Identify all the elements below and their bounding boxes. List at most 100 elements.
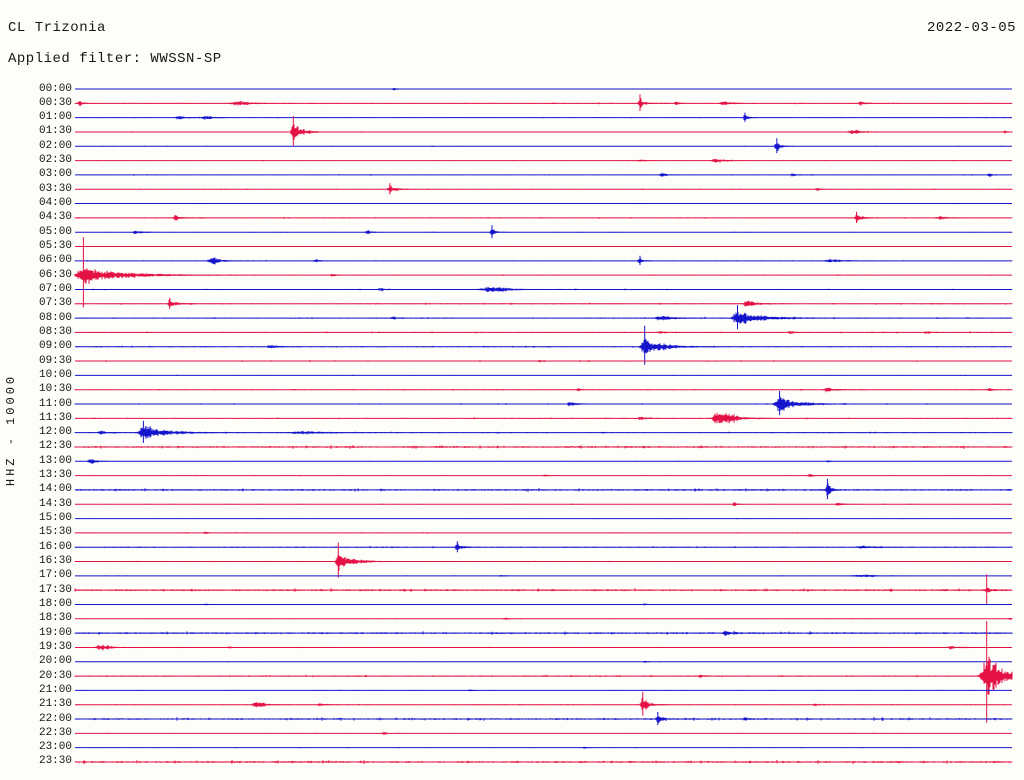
seismogram-trace (74, 621, 1013, 723)
seismogram-trace (92, 518, 1006, 520)
time-label: 16:30 (38, 555, 72, 568)
time-label: 17:30 (38, 583, 72, 596)
seismogram-trace (76, 691, 1005, 716)
time-label: 13:30 (38, 469, 72, 482)
time-label: 11:30 (38, 411, 72, 424)
time-label: 09:30 (38, 354, 72, 367)
seismogram-trace (106, 731, 904, 735)
seismogram-trace (80, 172, 1009, 177)
seismogram-trace (100, 138, 1003, 154)
seismogram-trace (74, 94, 1013, 111)
seismogram-trace (92, 660, 910, 663)
time-label: 16:00 (38, 540, 72, 553)
time-label: 23:30 (38, 755, 72, 768)
time-label: 18:00 (38, 597, 72, 610)
seismogram-trace (74, 391, 1012, 416)
time-label: 00:30 (38, 96, 72, 109)
time-label: 04:00 (38, 197, 72, 210)
time-label: 15:30 (38, 526, 72, 539)
seismogram-trace (78, 374, 966, 376)
time-label: 04:30 (38, 211, 72, 224)
time-label: 01:00 (38, 111, 72, 124)
seismogram-trace (133, 203, 978, 205)
seismogram-trace (74, 712, 1013, 725)
time-label: 13:00 (38, 454, 72, 467)
seismogram-trace (74, 542, 1010, 578)
seismogram-trace (74, 541, 1013, 553)
time-label: 08:30 (38, 325, 72, 338)
time-label: 07:00 (38, 282, 72, 295)
seismogram-trace (74, 760, 1013, 765)
time-label: 22:30 (38, 726, 72, 739)
time-label: 06:30 (38, 268, 72, 281)
time-label: 08:00 (38, 311, 72, 324)
seismogram-trace (74, 237, 1010, 308)
time-label: 12:00 (38, 426, 72, 439)
seismogram-trace (75, 112, 1012, 122)
seismogram-trace (77, 183, 1013, 195)
time-label: 01:30 (38, 125, 72, 138)
time-label: 07:30 (38, 297, 72, 310)
seismogram-trace (84, 617, 1013, 620)
seismogram-trace (76, 116, 1013, 146)
time-label: 15:00 (38, 512, 72, 525)
seismogram-trace (87, 502, 998, 506)
time-label: 02:00 (38, 139, 72, 152)
time-label: 18:30 (38, 612, 72, 625)
seismogram-trace (74, 305, 1013, 330)
time-label: 23:00 (38, 741, 72, 754)
time-label: 17:00 (38, 569, 72, 582)
seismogram-trace (90, 746, 910, 749)
seismogram-trace (86, 689, 970, 692)
filter-label: Applied filter: WWSSN-SP (8, 51, 222, 67)
time-label: 00:00 (38, 82, 72, 95)
seismogram-trace (79, 286, 1013, 292)
station-title: CL Trizonia (8, 20, 106, 36)
time-label: 22:00 (38, 712, 72, 725)
time-label: 05:30 (38, 240, 72, 252)
seismogram-trace (75, 603, 1001, 606)
seismogram-trace (74, 445, 1013, 449)
time-label: 09:00 (38, 340, 72, 353)
seismogram-trace (105, 574, 1010, 578)
seismogram-trace (75, 325, 1011, 365)
seismogram-trace (76, 412, 1013, 424)
date-label: 2022-03-05 (926, 20, 1016, 36)
time-label: 20:00 (38, 655, 72, 668)
seismogram-trace (74, 211, 1013, 223)
seismogram-trace (74, 531, 1009, 534)
time-label: 14:30 (38, 497, 72, 510)
time-label: 06:00 (38, 254, 72, 267)
seismogram-trace (87, 459, 985, 464)
time-label: 02:30 (38, 154, 72, 167)
time-label: 11:00 (38, 397, 72, 410)
time-label: 20:30 (38, 669, 72, 682)
seismogram-trace (75, 158, 1004, 163)
seismogram-trace (74, 387, 1013, 393)
seismogram-trace (75, 360, 1011, 363)
time-label: 05:00 (38, 225, 72, 238)
time-label: 14:00 (38, 483, 72, 496)
seismogram-trace (74, 574, 1013, 604)
seismogram-trace (86, 225, 1013, 239)
seismogram-trace (74, 255, 1013, 266)
seismogram-trace (96, 246, 965, 247)
time-label: 21:00 (38, 683, 72, 696)
time-label: 10:00 (38, 368, 72, 381)
time-label: 19:00 (38, 626, 72, 639)
seismogram-trace (91, 474, 986, 477)
seismogram-trace (109, 88, 1004, 91)
time-label: 03:30 (38, 182, 72, 195)
time-label: 21:30 (38, 698, 72, 711)
time-label: 10:30 (38, 383, 72, 396)
time-label: 03:00 (38, 168, 72, 181)
seismogram-trace (74, 630, 1013, 636)
seismogram-trace (74, 297, 1013, 309)
time-label: 19:30 (38, 640, 72, 653)
seismogram-trace (74, 420, 1013, 443)
seismogram-trace (74, 331, 1013, 334)
seismogram-trace (75, 478, 1013, 500)
seismogram-trace (87, 644, 1007, 651)
